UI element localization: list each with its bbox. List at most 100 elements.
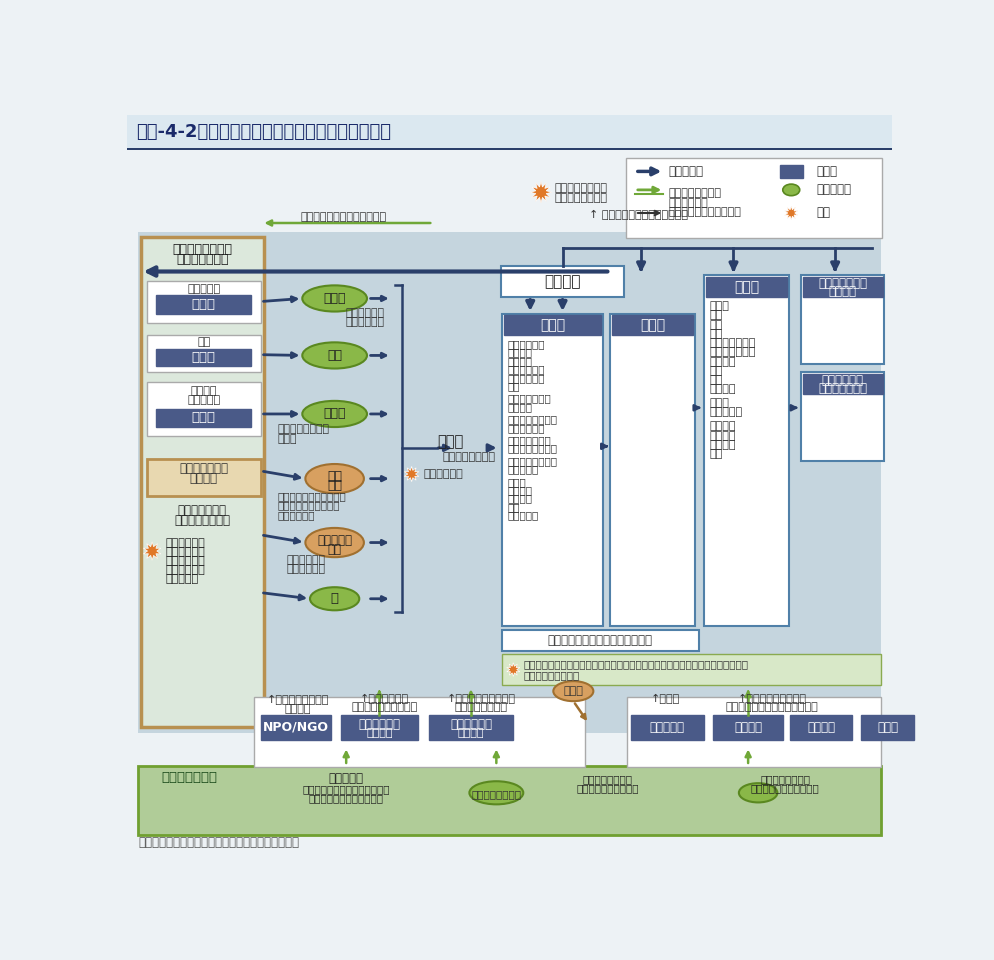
Ellipse shape <box>302 401 367 427</box>
Text: 会への影響: 会への影響 <box>165 574 199 585</box>
Text: ↑ 二酸化炭素など温室効果ガス: ↑ 二酸化炭素など温室効果ガス <box>588 210 688 221</box>
Text: スーパー: スーパー <box>710 421 737 431</box>
Polygon shape <box>507 662 520 677</box>
Text: 廃棄物業者など: 廃棄物業者など <box>818 382 868 396</box>
Bar <box>503 630 699 651</box>
Text: 地球の叡智: 地球の叡智 <box>329 773 364 785</box>
Text: 海洋　沿岸: 海洋 沿岸 <box>187 396 221 405</box>
Text: 業種等: 業種等 <box>817 165 838 178</box>
Bar <box>156 296 251 314</box>
Bar <box>147 460 260 496</box>
Text: インスピレーションなど）: インスピレーションなど） <box>309 793 384 804</box>
Ellipse shape <box>783 184 800 196</box>
Text: など: など <box>710 449 723 459</box>
Ellipse shape <box>302 343 367 369</box>
Bar <box>803 276 883 297</box>
Text: ↑パートナーシップ: ↑パートナーシップ <box>266 695 329 706</box>
Text: （知識の体系・教育的な価値・: （知識の体系・教育的な価値・ <box>302 784 390 794</box>
Text: など: など <box>507 502 520 512</box>
Text: 様々な製品: 様々な製品 <box>507 511 539 520</box>
Text: 本屋: 本屋 <box>710 375 723 385</box>
Text: 影響: 影響 <box>817 206 831 220</box>
Text: 水産物: 水産物 <box>323 407 346 420</box>
Polygon shape <box>530 181 552 203</box>
Text: 天然ガスなど: 天然ガスなど <box>286 564 325 574</box>
Text: 自然の地形の利用: 自然の地形の利用 <box>471 789 521 800</box>
Text: 不動産業等: 不動産業等 <box>650 721 685 733</box>
Text: 自然の恵み: 自然の恵み <box>817 183 852 197</box>
Text: リサイクル・: リサイクル・ <box>822 373 864 387</box>
Text: 農産物: 農産物 <box>323 292 346 305</box>
Bar <box>156 349 251 366</box>
Text: 大気・水等の浄化: 大気・水等の浄化 <box>172 244 233 256</box>
Text: NPO/NGO: NPO/NGO <box>263 721 329 733</box>
Text: 金融業等: 金融業等 <box>807 721 835 733</box>
Bar <box>625 157 882 238</box>
Text: 鉄鋼、アルミニ: 鉄鋼、アルミニ <box>507 394 551 403</box>
Text: 林　業: 林 業 <box>192 351 216 364</box>
Text: 家畜、綿など: 家畜、綿など <box>346 317 385 326</box>
Text: 消費者・様々な: 消費者・様々な <box>818 276 868 290</box>
Bar <box>803 374 883 394</box>
Text: 服屋: 服屋 <box>710 366 723 376</box>
Text: 医薬品、化粧品、: 医薬品、化粧品、 <box>507 456 557 466</box>
Bar <box>341 715 417 739</box>
Bar <box>504 316 601 335</box>
Text: 資金調達の基盤・リスクの保証: 資金調達の基盤・リスクの保証 <box>726 703 818 712</box>
Text: 電気屋: 電気屋 <box>710 398 730 408</box>
Text: 病院等: 病院等 <box>877 721 898 733</box>
Text: 飲食店（レスト: 飲食店（レスト <box>710 338 756 348</box>
Text: 建設業等: 建設業等 <box>735 721 762 733</box>
Text: 文房具屋: 文房具屋 <box>710 384 737 395</box>
Bar <box>706 276 787 297</box>
Text: 居酒屋）: 居酒屋） <box>710 356 737 367</box>
Text: 外来種の移動: 外来種の移動 <box>424 469 464 479</box>
Ellipse shape <box>305 528 364 557</box>
Text: からの自然の恵み: からの自然の恵み <box>174 514 231 527</box>
Polygon shape <box>143 541 161 561</box>
Bar <box>801 276 885 364</box>
Bar <box>503 654 882 685</box>
Text: ↑生物多様性に関する: ↑生物多様性に関する <box>738 694 806 704</box>
Text: 湖　河川: 湖 河川 <box>191 386 217 396</box>
Text: サービス（自然の: サービス（自然の <box>669 188 722 199</box>
Bar <box>704 276 789 626</box>
Text: その土地や周辺: その土地や周辺 <box>178 504 227 516</box>
Text: ゴム、科学繊維等: ゴム、科学繊維等 <box>507 444 557 454</box>
Ellipse shape <box>469 781 523 804</box>
Text: 出典：環境省「生物多様性民間参画ガイドライン」: 出典：環境省「生物多様性民間参画ガイドライン」 <box>138 836 299 850</box>
Text: 製造業: 製造業 <box>540 319 566 332</box>
Text: ラン、喫茶店、: ラン、喫茶店、 <box>710 348 756 357</box>
Text: パルプ・紙等: パルプ・紙等 <box>507 372 545 383</box>
Bar <box>428 715 513 739</box>
Text: 市場など: 市場など <box>545 274 580 289</box>
Text: 自然災害からの保護等: 自然災害からの保護等 <box>577 783 639 793</box>
Ellipse shape <box>305 464 364 493</box>
Text: 電力会社、ガス会社、水道楽など: 電力会社、ガス会社、水道楽など <box>548 634 653 647</box>
Text: 図３-4-2　事業者の活動等と生物多様性の俯瞰図: 図３-4-2 事業者の活動等と生物多様性の俯瞰図 <box>136 123 391 141</box>
Text: ウムなど: ウムなど <box>507 402 532 412</box>
Text: 改変等による: 改変等による <box>165 547 205 557</box>
Text: デパート: デパート <box>710 430 737 441</box>
Bar <box>147 335 260 372</box>
Text: 旅館・ホテル等: 旅館・ホテル等 <box>179 462 229 475</box>
Ellipse shape <box>554 682 593 701</box>
Text: 肉屋: 肉屋 <box>710 310 723 321</box>
Text: 態系や地域社: 態系や地域社 <box>165 565 205 575</box>
Text: 資材等: 資材等 <box>564 686 583 696</box>
Text: 資源: 資源 <box>327 479 342 492</box>
Text: 鉱物: 鉱物 <box>327 469 342 483</box>
Bar <box>147 382 260 436</box>
Text: 農　業: 農 業 <box>192 299 216 311</box>
Text: セメントなど: セメントなど <box>277 510 315 519</box>
Bar <box>612 316 694 335</box>
Text: 木材（製品）: 木材（製品） <box>507 364 545 374</box>
Bar <box>631 715 704 739</box>
Bar <box>790 715 852 739</box>
Bar <box>714 715 783 739</box>
Text: 船舶、自動車など: 船舶、自動車など <box>442 452 495 462</box>
Text: 農地　草地: 農地 草地 <box>187 284 221 294</box>
Bar <box>137 232 882 732</box>
Text: ガソリン等: ガソリン等 <box>507 465 539 474</box>
Bar <box>147 280 260 324</box>
